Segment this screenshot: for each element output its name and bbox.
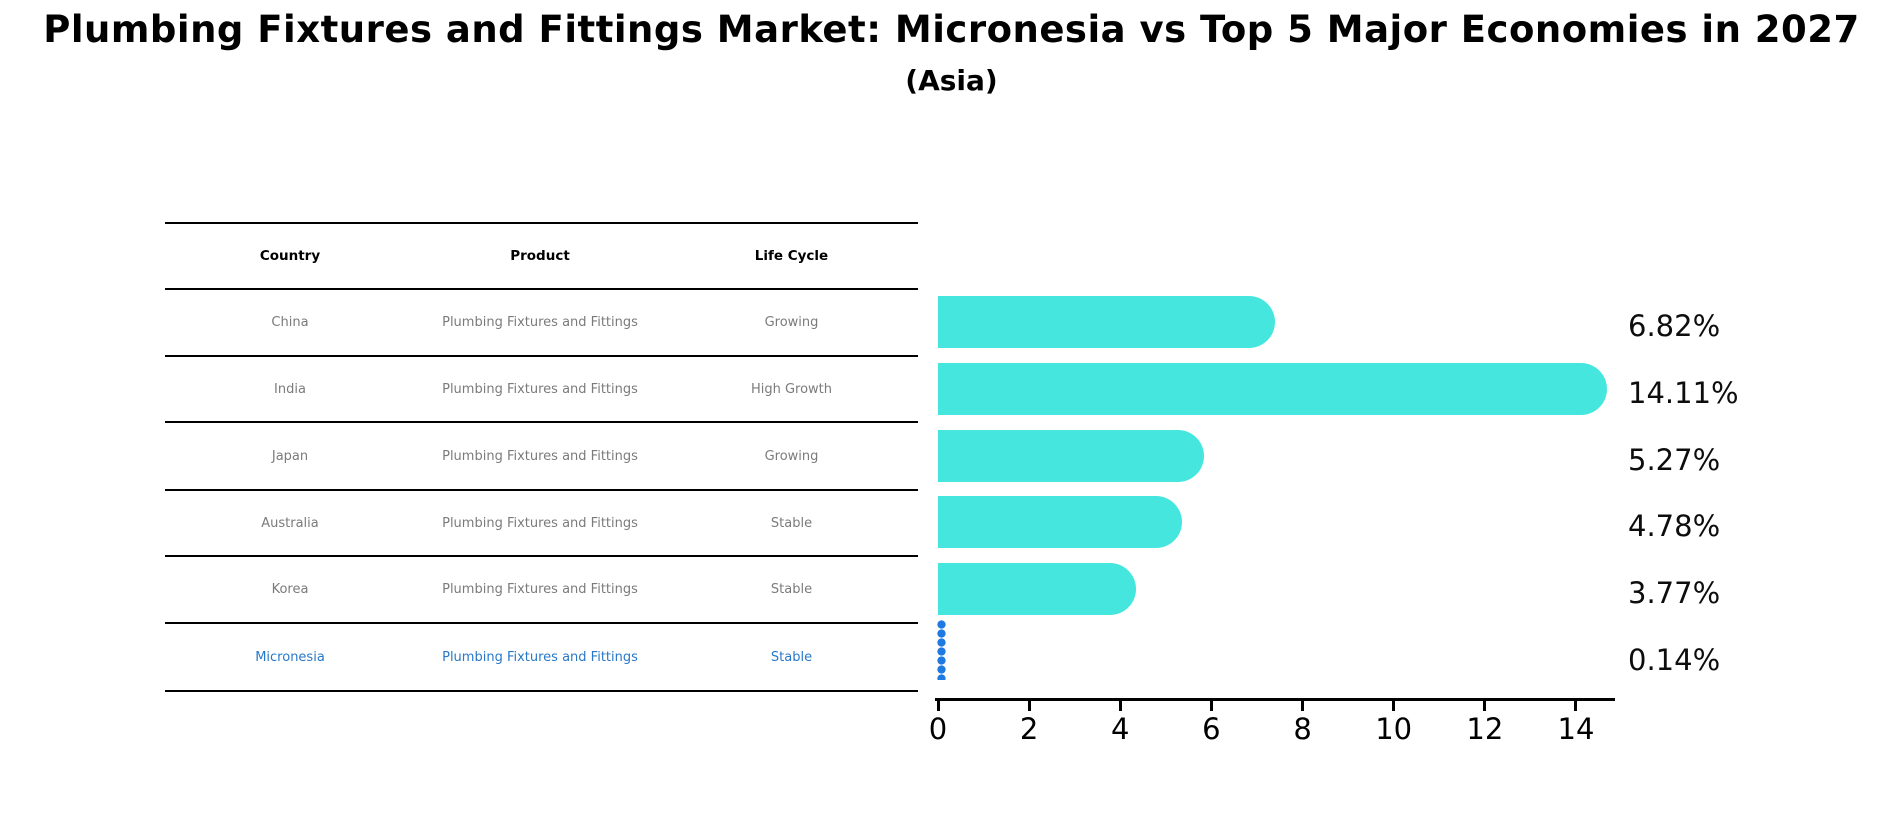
x-tick-mark — [1209, 701, 1213, 711]
x-tick-label: 8 — [1293, 712, 1312, 746]
bar-japan — [938, 430, 1205, 482]
product-cell: Plumbing Fixtures and Fittings — [442, 582, 638, 597]
x-tick-mark — [1483, 701, 1487, 711]
value-label-japan: 5.27% — [1628, 443, 1721, 477]
x-tick-label: 0 — [928, 712, 948, 746]
bar-australia — [938, 496, 1182, 548]
dotted-marker — [936, 620, 947, 680]
x-tick-label: 10 — [1375, 712, 1413, 746]
x-tick-mark — [1301, 701, 1305, 711]
chart-title: Plumbing Fixtures and Fittings Market: M… — [43, 8, 1860, 51]
life-cycle-cell: Stable — [770, 582, 813, 597]
country-cell: China — [271, 315, 309, 330]
table-header-row: Country Product Life Cycle — [165, 222, 918, 288]
life-cycle-cell: High Growth — [750, 381, 833, 397]
x-tick-label: 14 — [1557, 712, 1595, 746]
x-tick-mark — [1574, 701, 1578, 711]
bar-korea — [938, 563, 1136, 615]
table-bottom-border — [165, 690, 918, 692]
column-header-country: Country — [259, 248, 321, 264]
country-cell: Korea — [271, 582, 309, 597]
product-cell: Plumbing Fixtures and Fittings — [442, 515, 638, 531]
value-label-china: 6.82% — [1628, 309, 1721, 343]
table-row-china: China Plumbing Fixtures and Fittings Gro… — [165, 288, 918, 355]
bar-india — [938, 363, 1607, 415]
bar-china — [938, 296, 1275, 348]
table-row-australia: Australia Plumbing Fixtures and Fittings… — [165, 489, 918, 555]
x-tick-mark — [1392, 701, 1396, 711]
country-cell: Micronesia — [255, 649, 325, 665]
chart-subtitle: (Asia) — [905, 64, 998, 97]
life-cycle-cell: Stable — [770, 649, 813, 665]
life-cycle-cell: Growing — [764, 448, 819, 464]
x-tick-mark — [936, 701, 940, 711]
x-tick-label: 6 — [1202, 712, 1221, 746]
product-cell: Plumbing Fixtures and Fittings — [442, 381, 638, 397]
table-row-india: India Plumbing Fixtures and Fittings Hig… — [165, 355, 918, 421]
value-label-australia: 4.78% — [1628, 509, 1721, 543]
bar-micronesia-dotted — [936, 620, 947, 680]
table-row-japan: Japan Plumbing Fixtures and Fittings Gro… — [165, 421, 918, 489]
country-cell: Australia — [261, 515, 319, 531]
x-axis-line — [935, 698, 1615, 701]
x-tick-mark — [1118, 701, 1122, 711]
x-tick-mark — [1027, 701, 1031, 711]
country-cell: India — [274, 381, 306, 397]
column-header-product: Product — [510, 248, 570, 264]
country-cell: Japan — [271, 448, 309, 464]
life-cycle-cell: Growing — [764, 315, 819, 330]
product-cell: Plumbing Fixtures and Fittings — [442, 448, 638, 464]
life-cycle-cell: Stable — [770, 515, 813, 531]
value-label-micronesia: 0.14% — [1628, 643, 1721, 677]
column-header-life-cycle: Life Cycle — [754, 248, 829, 264]
product-cell: Plumbing Fixtures and Fittings — [442, 649, 638, 665]
value-label-korea: 3.77% — [1628, 576, 1721, 610]
value-label-india: 14.11% — [1628, 376, 1739, 410]
x-tick-label: 12 — [1466, 712, 1504, 746]
x-tick-label: 4 — [1111, 712, 1130, 746]
table-row-korea: Korea Plumbing Fixtures and Fittings Sta… — [165, 555, 918, 622]
product-cell: Plumbing Fixtures and Fittings — [442, 315, 638, 330]
x-tick-label: 2 — [1019, 712, 1039, 746]
table-row-micronesia: Micronesia Plumbing Fixtures and Fitting… — [165, 622, 918, 690]
